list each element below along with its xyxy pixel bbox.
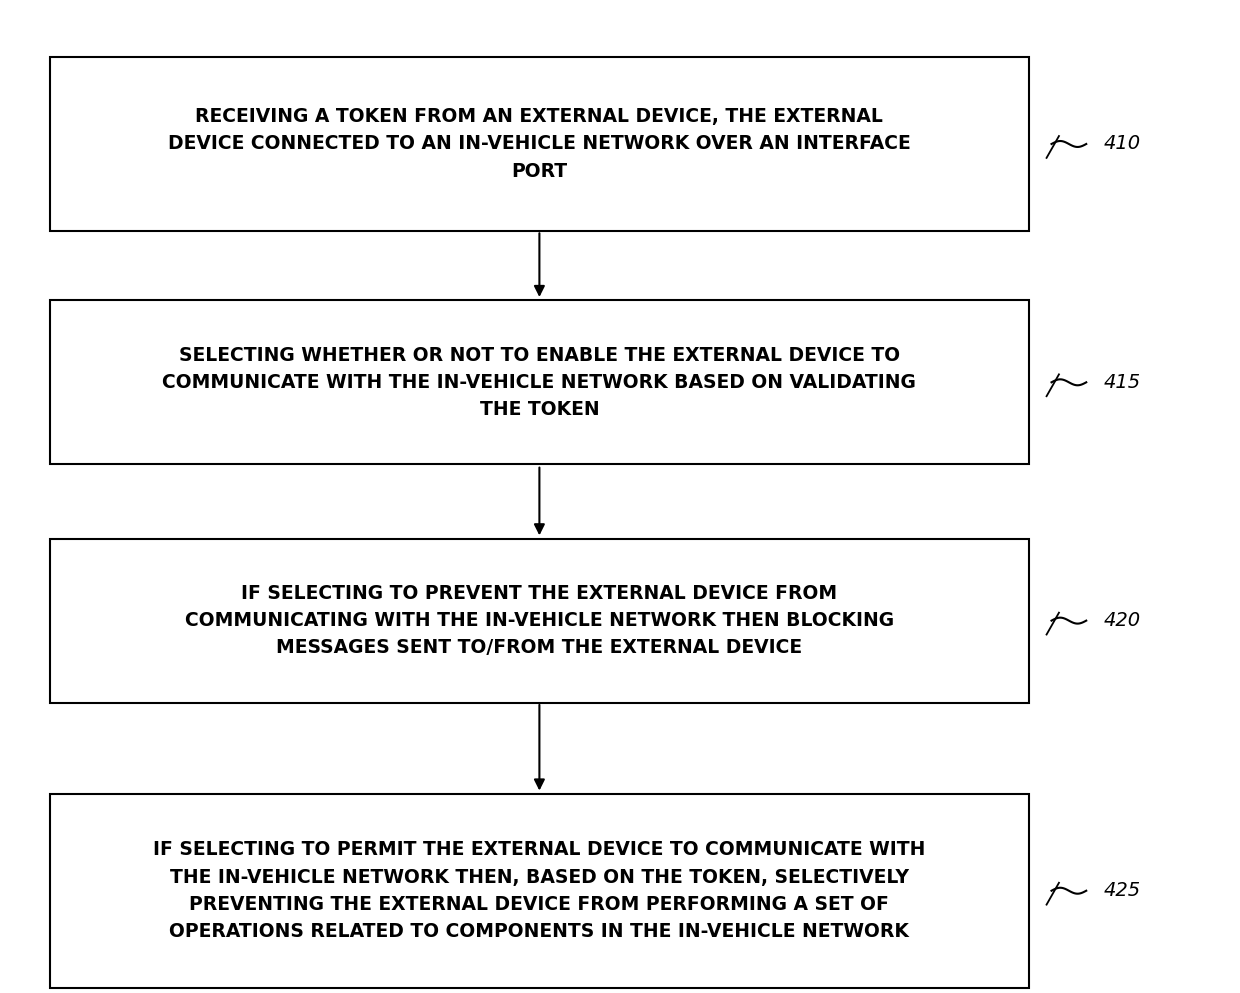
Text: 415: 415	[1104, 372, 1141, 392]
Text: SELECTING WHETHER OR NOT TO ENABLE THE EXTERNAL DEVICE TO
COMMUNICATE WITH THE I: SELECTING WHETHER OR NOT TO ENABLE THE E…	[162, 346, 916, 419]
Text: IF SELECTING TO PERMIT THE EXTERNAL DEVICE TO COMMUNICATE WITH
THE IN-VEHICLE NE: IF SELECTING TO PERMIT THE EXTERNAL DEVI…	[154, 840, 925, 941]
Text: 425: 425	[1104, 881, 1141, 901]
Text: 410: 410	[1104, 134, 1141, 154]
Text: RECEIVING A TOKEN FROM AN EXTERNAL DEVICE, THE EXTERNAL
DEVICE CONNECTED TO AN I: RECEIVING A TOKEN FROM AN EXTERNAL DEVIC…	[169, 107, 910, 181]
Text: IF SELECTING TO PREVENT THE EXTERNAL DEVICE FROM
COMMUNICATING WITH THE IN-VEHIC: IF SELECTING TO PREVENT THE EXTERNAL DEV…	[185, 584, 894, 657]
Bar	[50, 794, 1029, 987]
Bar	[50, 538, 1029, 703]
Bar	[50, 58, 1029, 231]
Bar	[50, 301, 1029, 465]
Text: 420: 420	[1104, 611, 1141, 631]
